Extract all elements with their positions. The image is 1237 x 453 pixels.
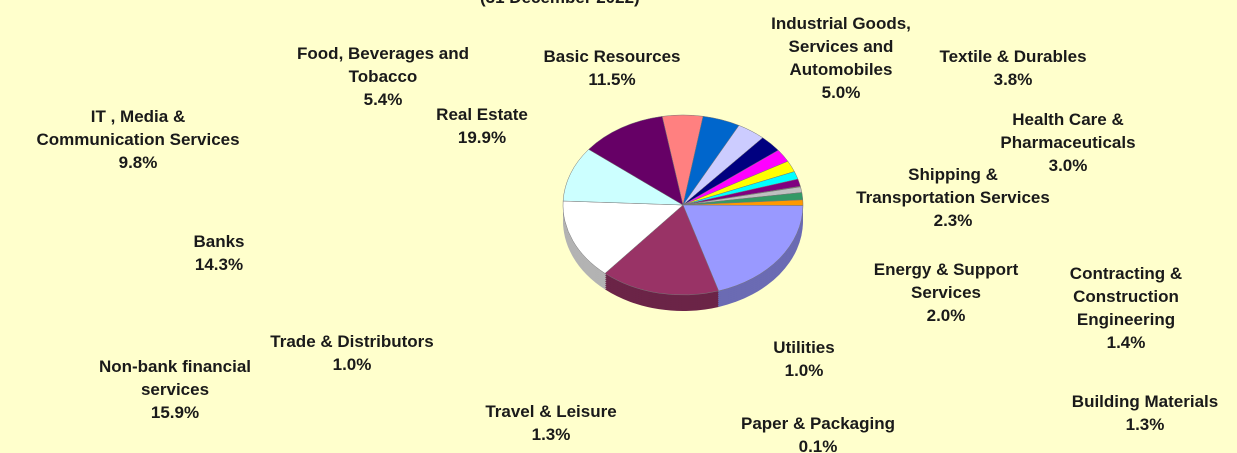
slice-label: Textile & Durables 3.8% <box>939 47 1087 89</box>
pie-slice <box>562 200 684 274</box>
value-label: 3.8% <box>993 70 1033 89</box>
value-label: 1.0% <box>332 355 372 374</box>
slice-label: Non-bank financial services 15.9% <box>98 357 252 422</box>
slice-label: Shipping & Transportation Services 2.3% <box>856 165 1050 230</box>
value-label: 11.5% <box>588 70 636 89</box>
value-label: 1.0% <box>784 361 824 380</box>
slice-label: Industrial Goods, Services and Automobil… <box>771 14 911 102</box>
value-label: 19.9% <box>457 128 507 147</box>
value-label: 2.0% <box>926 306 966 325</box>
slice-label: Energy & Support Services 2.0% <box>873 260 1019 325</box>
value-label: 2.3% <box>933 211 973 230</box>
value-label: 5.4% <box>363 90 403 109</box>
value-label: 1.3% <box>1125 415 1165 434</box>
value-label: 9.8% <box>118 153 158 172</box>
value-label: 1.3% <box>531 425 571 444</box>
value-label: 1.4% <box>1106 333 1146 352</box>
slice-label: Trade & Distributors 1.0% <box>270 332 434 374</box>
value-label: 0.1% <box>798 437 838 453</box>
slice-label: Contracting & Construction Engineering 1… <box>1069 264 1183 352</box>
value-label: 14.3% <box>194 255 244 274</box>
slice-label: IT , Media & Communication Services 9.8% <box>36 107 240 172</box>
slice-label: Utilities 1.0% <box>773 338 835 380</box>
slice-label: Paper & Packaging 0.1% <box>741 412 895 453</box>
pie-slice <box>588 116 684 206</box>
slice-label: Travel & Leisure 1.3% <box>485 402 617 444</box>
pie-slice <box>682 204 804 292</box>
slice-label: Real Estate 19.9% <box>436 105 528 147</box>
slice-label: Food, Beverages and Tobacco 5.4% <box>297 44 469 109</box>
pie-slice <box>562 149 684 206</box>
slice-label: Basic Resources 11.5% <box>543 47 681 89</box>
pie-slice <box>604 204 719 296</box>
slice-label: Banks 14.3% <box>193 232 245 274</box>
slice-label: Health Care & Pharmaceuticals 3.0% <box>1000 110 1136 175</box>
value-label: 3.0% <box>1048 156 1088 175</box>
slice-label: Building Materials 1.3% <box>1071 392 1219 434</box>
value-label: 5.0% <box>821 83 861 102</box>
value-label: 15.9% <box>150 403 200 422</box>
chart-title: (31 December 2022) <box>480 0 640 8</box>
